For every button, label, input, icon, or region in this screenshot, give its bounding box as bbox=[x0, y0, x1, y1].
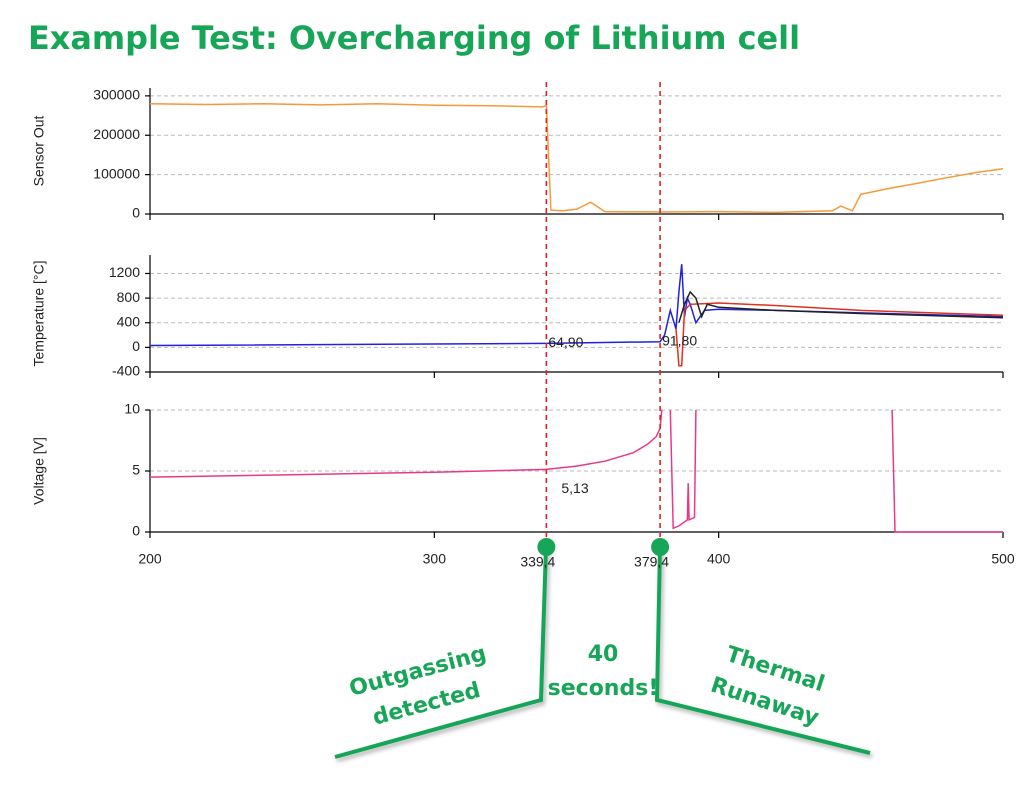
marker-label: 379,4 bbox=[634, 554, 669, 570]
y-tick-label: 400 bbox=[117, 313, 141, 329]
point-label: 64,90 bbox=[548, 334, 583, 350]
y-tick-label: 5 bbox=[132, 462, 140, 478]
callout-lines bbox=[334, 547, 871, 759]
y-tick-label: 0 bbox=[132, 523, 140, 539]
y-tick-label: 1200 bbox=[109, 264, 140, 280]
x-tick-label: 300 bbox=[423, 551, 447, 567]
callout-line bbox=[334, 547, 548, 759]
marker-label: 339,4 bbox=[520, 554, 555, 570]
callout-text: 40 bbox=[588, 642, 619, 667]
page-title: Example Test: Overcharging of Lithium ce… bbox=[28, 19, 800, 57]
y-tick-label: 100000 bbox=[93, 165, 140, 181]
marker-dot bbox=[537, 538, 556, 556]
y-tick-label: 0 bbox=[132, 338, 140, 354]
x-tick-label: 500 bbox=[991, 551, 1015, 567]
series-line bbox=[675, 302, 1004, 367]
callout-line bbox=[654, 547, 871, 755]
marker-dot bbox=[651, 538, 670, 556]
y-tick-label: -400 bbox=[112, 363, 140, 379]
y-axis-label: Temperature [°C] bbox=[31, 261, 47, 367]
y-axis-label: Sensor Out bbox=[31, 115, 47, 186]
x-tick-label: 200 bbox=[138, 551, 162, 567]
y-tick-label: 800 bbox=[117, 289, 141, 305]
y-axis-label: Voltage [V] bbox=[31, 437, 47, 505]
y-tick-label: 300000 bbox=[93, 87, 140, 103]
point-label: 5,13 bbox=[561, 480, 588, 496]
point-label: 91,80 bbox=[662, 332, 697, 348]
series-line bbox=[678, 290, 1004, 323]
y-tick-label: 10 bbox=[124, 401, 140, 417]
series-line bbox=[149, 103, 1004, 214]
y-tick-label: 200000 bbox=[93, 126, 140, 142]
callout-text: seconds! bbox=[548, 676, 659, 701]
y-tick-label: 0 bbox=[132, 205, 140, 221]
x-tick-label: 400 bbox=[707, 551, 731, 567]
series-line bbox=[149, 409, 1003, 533]
